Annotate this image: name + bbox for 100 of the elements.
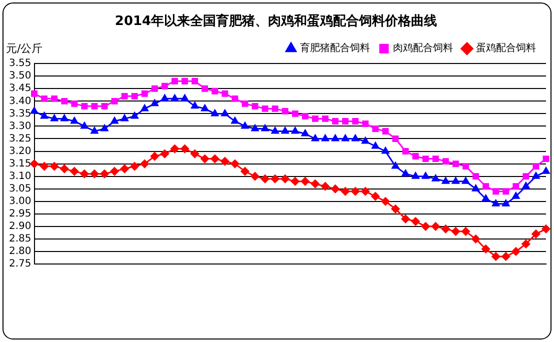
point (492, 252, 500, 261)
point (81, 102, 88, 110)
point (31, 90, 38, 97)
point (130, 162, 139, 171)
point (502, 188, 510, 195)
point (462, 163, 469, 170)
point (431, 222, 440, 231)
y-tick-label: 2.95 (9, 208, 32, 220)
point (141, 90, 148, 97)
point (351, 187, 360, 196)
point (271, 126, 279, 134)
y-tick-label: 2.90 (9, 221, 32, 232)
point (140, 160, 149, 168)
point (361, 187, 370, 196)
point (512, 183, 520, 190)
point (452, 160, 459, 168)
point (542, 224, 550, 234)
point (241, 122, 249, 129)
point (492, 188, 500, 195)
legend-label: 肉鸡配合饲料 (393, 42, 453, 54)
point (442, 177, 450, 184)
point (50, 162, 59, 171)
point (432, 156, 439, 162)
point (432, 174, 440, 182)
point (261, 124, 269, 132)
point (71, 100, 78, 107)
point (232, 95, 238, 102)
point (422, 156, 429, 162)
point (90, 126, 98, 134)
point (421, 222, 430, 231)
point (402, 170, 410, 176)
point (442, 158, 449, 165)
point (281, 126, 289, 134)
point (482, 194, 490, 202)
y-tick-label: 2.80 (9, 246, 32, 258)
point (61, 98, 68, 104)
y-axis-title: 元/公斤 (6, 42, 43, 55)
point (301, 129, 309, 136)
y-tick-label: 3.15 (9, 158, 32, 170)
point (251, 124, 259, 132)
point (472, 173, 479, 180)
point (180, 144, 190, 154)
point (512, 192, 520, 199)
point (331, 184, 340, 194)
point (180, 94, 189, 102)
point (321, 134, 330, 142)
y-tick-label: 3.20 (9, 146, 32, 157)
point (502, 200, 510, 206)
point (170, 144, 179, 154)
point (401, 214, 410, 224)
point (131, 92, 138, 100)
point (542, 156, 550, 162)
point (461, 227, 470, 236)
y-tick-label: 3.05 (9, 183, 32, 194)
point (310, 180, 320, 188)
point (80, 170, 89, 178)
point (300, 177, 310, 186)
point (522, 182, 530, 189)
point (252, 102, 258, 110)
point (402, 148, 409, 154)
point (70, 167, 79, 176)
y-tick-label: 3.50 (9, 70, 32, 82)
point (120, 164, 129, 174)
point (30, 106, 38, 114)
point (290, 177, 300, 186)
point (161, 82, 168, 90)
point (292, 110, 298, 117)
y-tick-label: 3.40 (9, 96, 32, 107)
point (522, 173, 530, 180)
point (382, 128, 389, 134)
point (512, 247, 520, 256)
point (260, 174, 270, 184)
point (40, 112, 48, 119)
point (70, 116, 78, 124)
point (422, 172, 430, 179)
y-tick-label: 3.35 (9, 108, 32, 120)
point (151, 85, 158, 92)
point (262, 105, 268, 112)
point (522, 240, 530, 248)
legend-label: 育肥猪配合饲料 (300, 42, 370, 54)
point (212, 88, 218, 94)
point (91, 102, 98, 110)
chart-title: 2014年以来全国育肥猪、肉鸡和蛋鸡配合饲料价格曲线 (114, 13, 438, 30)
y-tick-label: 3.45 (9, 83, 32, 94)
y-tick-label: 3.00 (9, 196, 32, 207)
point (472, 234, 480, 244)
point (342, 134, 350, 142)
point (372, 142, 380, 149)
point (532, 230, 540, 238)
point (130, 112, 138, 119)
point (190, 150, 200, 158)
point (291, 126, 299, 134)
point (40, 162, 49, 171)
point (182, 78, 188, 84)
point (462, 177, 470, 184)
point (221, 109, 229, 116)
point (231, 116, 239, 124)
point (100, 170, 109, 178)
point (342, 118, 349, 124)
point (191, 102, 199, 109)
